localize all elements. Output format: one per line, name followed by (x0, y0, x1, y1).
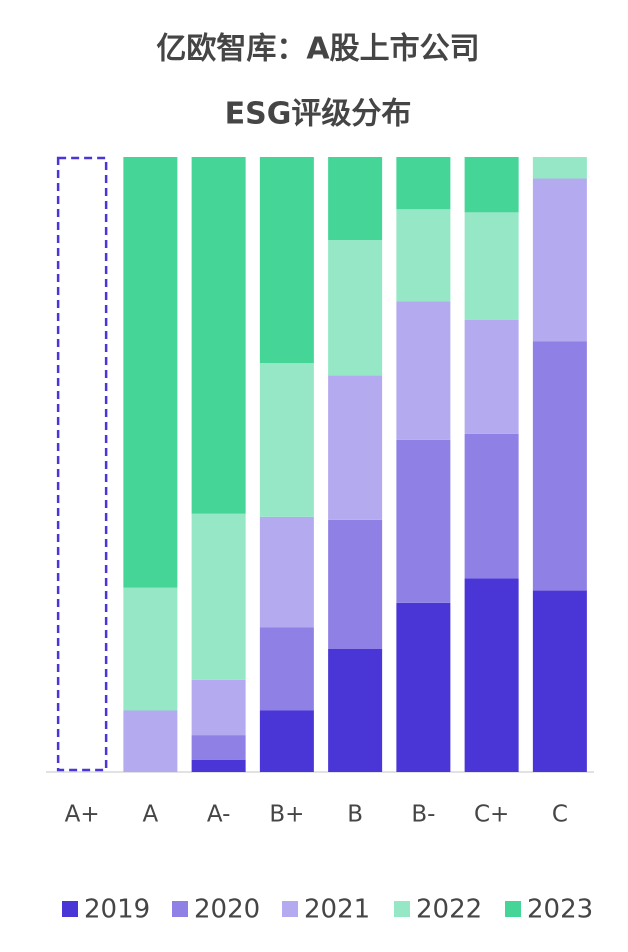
bar-segment (396, 602, 451, 772)
bar-segment (259, 516, 314, 628)
chart-title: ESG评级分布 (225, 97, 412, 132)
legend-label: 2020 (194, 895, 260, 925)
bar-segment (259, 627, 314, 711)
bar-segment (532, 341, 587, 591)
bar-segment (328, 519, 383, 649)
bar-segment (191, 513, 246, 680)
legend-swatch (282, 901, 298, 917)
bar-segment (464, 578, 519, 772)
bar-segment (396, 209, 451, 302)
bar-segment (328, 157, 383, 241)
legend-swatch (505, 901, 521, 917)
bar-segment (259, 710, 314, 772)
bar-segment (464, 157, 519, 213)
x-tick-label: C (552, 802, 568, 828)
bar-segment (464, 212, 519, 320)
empty-bar (56, 156, 108, 772)
legend-swatch (62, 901, 78, 917)
x-tick-label: A (143, 802, 159, 828)
bar-segment (123, 587, 178, 711)
bar-segment (328, 375, 383, 520)
bar-segment (191, 759, 246, 772)
bar-segment (328, 649, 383, 772)
bar-segment (328, 240, 383, 376)
bar-segment (532, 178, 587, 342)
legend-swatch (172, 901, 188, 917)
bar-segment (191, 157, 246, 514)
bar-segment (464, 319, 519, 434)
x-tick-label: A+ (65, 802, 100, 828)
x-tick-label: B (347, 802, 363, 828)
x-tick-label: B+ (269, 802, 304, 828)
bar-segment (396, 157, 451, 210)
bar-segment (464, 433, 519, 579)
chart-title: 亿欧智库：A股上市公司 (156, 32, 479, 67)
x-tick-label: C+ (474, 802, 509, 828)
legend-swatch (394, 901, 410, 917)
bar-segment (532, 157, 587, 179)
x-tick-label: B- (411, 802, 435, 828)
bar-segment (396, 439, 451, 603)
bar-segment (123, 157, 178, 588)
legend-label: 2021 (304, 895, 370, 925)
bar-segment (396, 301, 451, 440)
legend-label: 2022 (416, 895, 482, 925)
bar-segment (191, 735, 246, 760)
legend-label: 2023 (527, 895, 593, 925)
legend-label: 2019 (84, 895, 150, 925)
x-tick-label: A- (207, 802, 231, 828)
bar-segment (259, 363, 314, 517)
bar-segment (532, 590, 587, 772)
bar-segment (123, 710, 178, 772)
bar-segment (259, 157, 314, 364)
bar-segment (191, 679, 246, 736)
